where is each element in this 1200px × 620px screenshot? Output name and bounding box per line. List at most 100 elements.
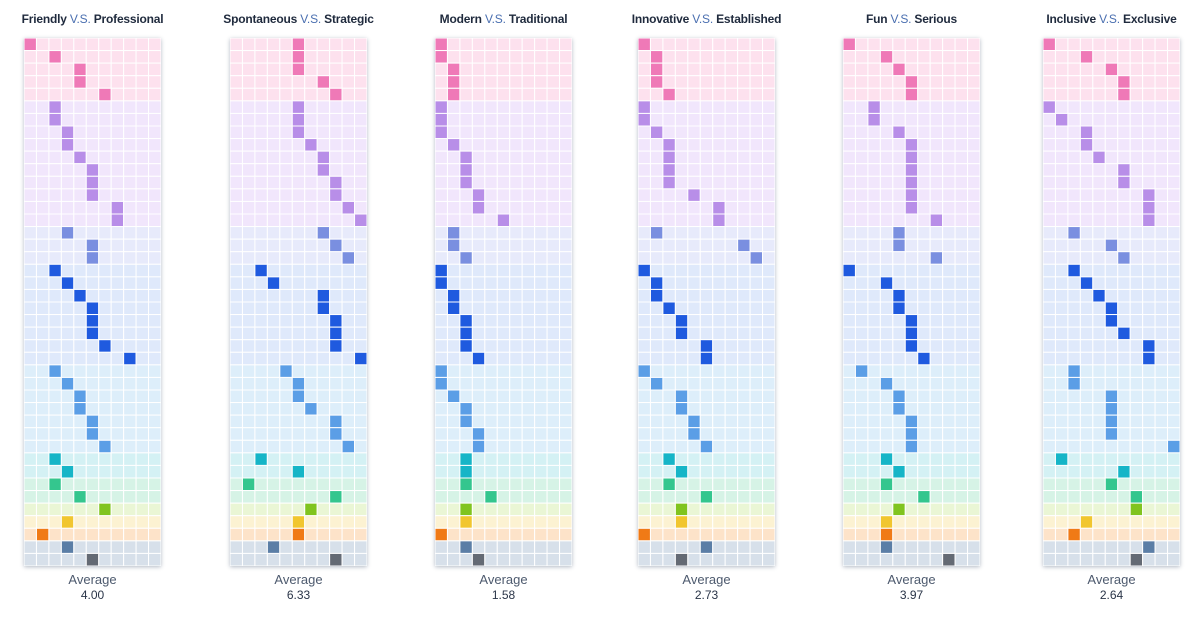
heatmap-cell xyxy=(662,439,676,454)
heatmap-cell xyxy=(1043,502,1056,517)
heatmap-mark xyxy=(854,364,869,378)
heatmap-cell xyxy=(954,138,969,152)
heatmap-cell xyxy=(1067,339,1081,353)
heatmap-cell xyxy=(1043,263,1056,278)
heatmap-cell xyxy=(762,552,775,566)
heatmap-cell xyxy=(35,301,50,316)
heatmap-cell xyxy=(867,213,881,228)
heatmap-cell xyxy=(749,75,764,89)
heatmap-mark xyxy=(435,364,448,378)
heatmap-cell xyxy=(148,464,161,479)
heatmap-cell xyxy=(1079,288,1094,303)
heatmap-cell xyxy=(98,351,112,366)
heatmap-cell xyxy=(230,326,243,341)
heatmap-cell xyxy=(1067,427,1081,441)
heatmap-cell xyxy=(521,502,536,517)
heatmap-cell xyxy=(892,263,906,278)
heatmap-cell xyxy=(148,251,161,265)
heatmap-mark xyxy=(1104,62,1119,77)
heatmap-cell xyxy=(1129,100,1144,114)
heatmap-mark xyxy=(892,125,906,140)
heatmap-cell xyxy=(459,226,473,240)
heatmap-cell xyxy=(279,288,293,303)
heatmap-cell xyxy=(929,288,944,303)
heatmap-mark xyxy=(48,112,62,127)
heatmap-cell xyxy=(230,552,243,566)
heatmap-cell xyxy=(662,414,676,429)
heatmap-cell xyxy=(546,552,561,566)
heatmap-cell xyxy=(123,263,137,278)
heatmap-cell xyxy=(435,314,448,328)
heatmap-cell xyxy=(954,276,969,290)
heatmap-cell xyxy=(534,100,548,114)
heatmap-cell xyxy=(687,351,701,366)
heatmap-cell xyxy=(942,175,956,190)
heatmap-cell xyxy=(1079,62,1094,77)
heatmap-mark xyxy=(459,464,473,479)
heatmap-cell xyxy=(649,314,664,328)
heatmap-cell xyxy=(649,175,664,190)
heatmap-cell xyxy=(674,364,689,378)
heatmap-mark xyxy=(329,552,343,566)
heatmap-cell xyxy=(435,452,448,466)
heatmap-cell xyxy=(546,50,561,64)
heatmap-cell xyxy=(521,364,536,378)
heatmap-cell xyxy=(1079,364,1094,378)
heatmap-cell xyxy=(749,452,764,466)
panel-title: Fun V.S. Serious xyxy=(809,12,1014,26)
heatmap-mark xyxy=(904,175,919,190)
heatmap-cell xyxy=(341,75,356,89)
heatmap-cell xyxy=(649,452,664,466)
heatmap-mark xyxy=(1142,213,1156,228)
heatmap-cell xyxy=(316,62,331,77)
heatmap-cell xyxy=(638,251,651,265)
heatmap-cell xyxy=(942,38,956,52)
heatmap-cell xyxy=(674,75,689,89)
heatmap-cell xyxy=(135,552,150,566)
heatmap-cell xyxy=(316,100,331,114)
heatmap-cell xyxy=(854,50,869,64)
heatmap-cell xyxy=(266,376,281,391)
heatmap-cell xyxy=(1067,301,1081,316)
heatmap-cell xyxy=(110,452,125,466)
heatmap-cell xyxy=(509,38,523,52)
heatmap-cell xyxy=(241,540,256,554)
heatmap-cell xyxy=(241,439,256,454)
heatmap-cell xyxy=(1067,389,1081,404)
heatmap-mark xyxy=(329,326,343,341)
heatmap-cell xyxy=(24,376,37,391)
heatmap-cell xyxy=(254,150,268,165)
heatmap-cell xyxy=(509,226,523,240)
heatmap-cell xyxy=(843,314,856,328)
heatmap-cell xyxy=(724,213,739,228)
heatmap-cell xyxy=(266,527,281,542)
heatmap-cell xyxy=(967,50,980,64)
heatmap-mark xyxy=(329,238,343,253)
heatmap-cell xyxy=(484,439,498,454)
heatmap-cell xyxy=(73,477,87,492)
heatmap-cell xyxy=(638,75,651,89)
heatmap-cell xyxy=(1079,414,1094,429)
heatmap-cell xyxy=(254,288,268,303)
heatmap-cell xyxy=(638,200,651,215)
heatmap-cell xyxy=(85,288,100,303)
heatmap-cell xyxy=(496,351,511,366)
heatmap-cell xyxy=(967,62,980,77)
heatmap-cell xyxy=(521,75,536,89)
heatmap-cell xyxy=(762,125,775,140)
heatmap-cell xyxy=(724,402,739,416)
heatmap-cell xyxy=(1117,125,1131,140)
heatmap-cell xyxy=(496,301,511,316)
heatmap-cell xyxy=(1104,515,1119,529)
heatmap-cell xyxy=(649,87,664,102)
heatmap-cell xyxy=(843,351,856,366)
heatmap-cell xyxy=(967,439,980,454)
heatmap-cell xyxy=(942,364,956,378)
heatmap-cell xyxy=(509,251,523,265)
title-left-term: Fun xyxy=(865,12,888,26)
heatmap-cell xyxy=(1129,427,1144,441)
heatmap-cell xyxy=(521,527,536,542)
heatmap-cell xyxy=(459,552,473,566)
heatmap-cell xyxy=(687,339,701,353)
heatmap-cell xyxy=(1129,389,1144,404)
